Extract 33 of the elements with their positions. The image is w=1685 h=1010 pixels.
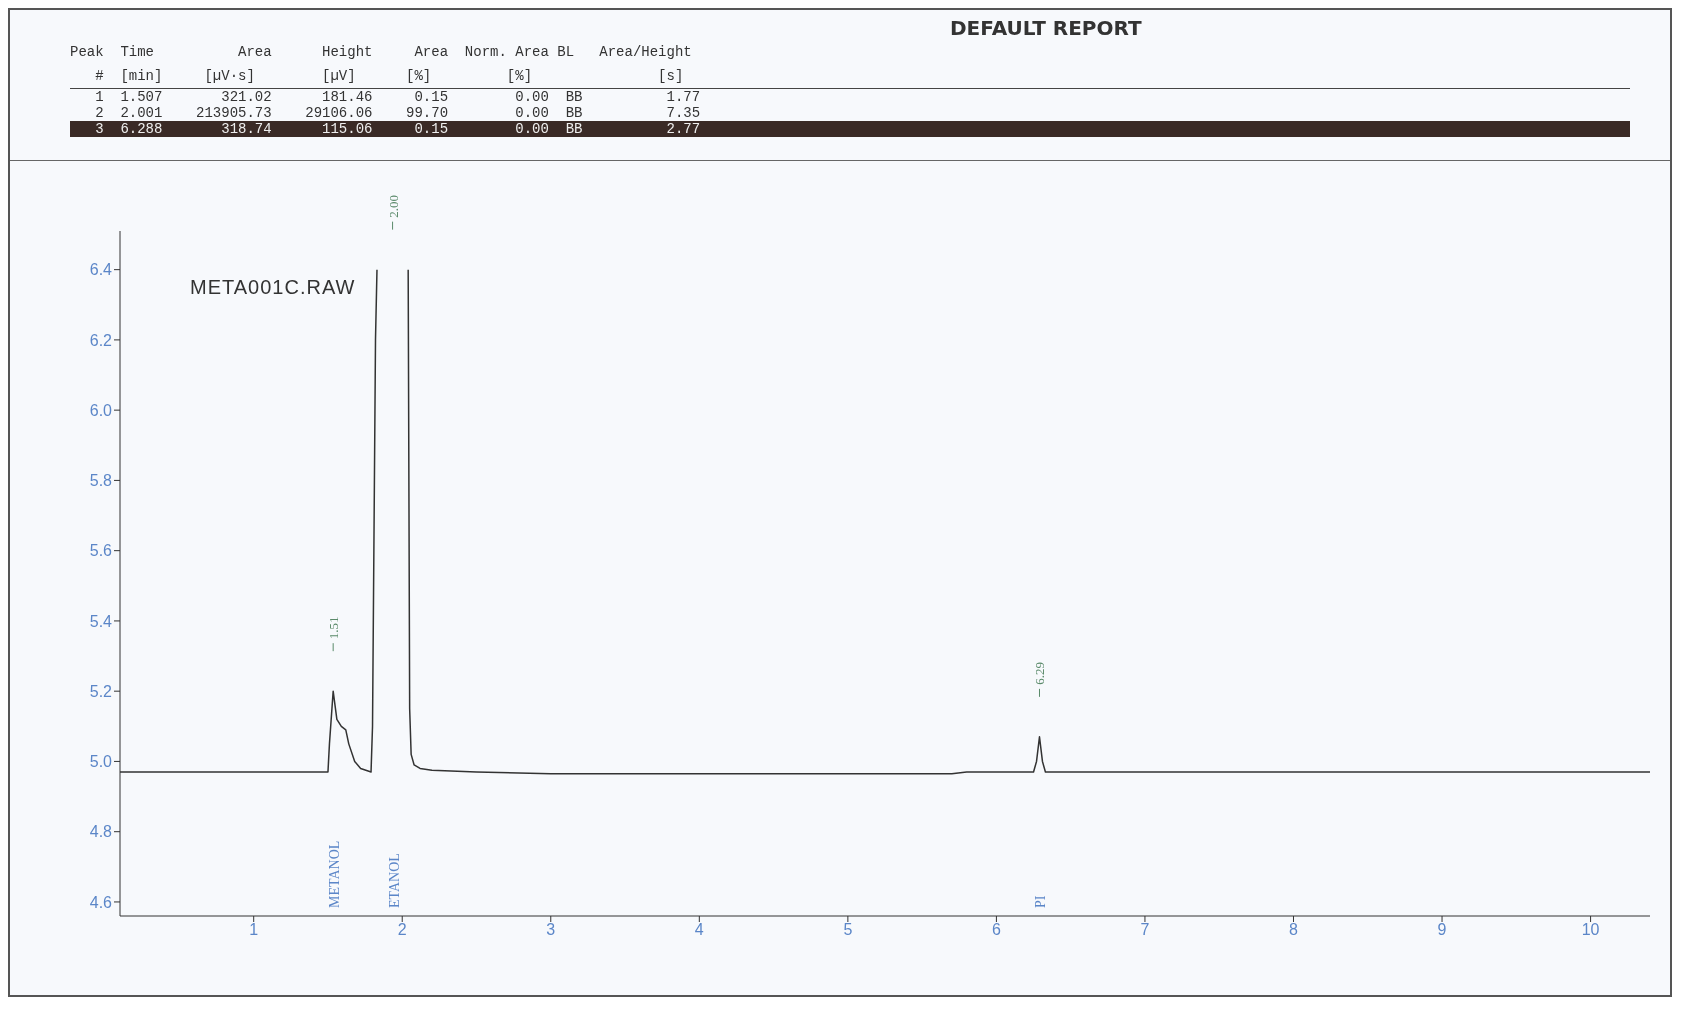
text: 1 1.507 321.02 181.46 0.15 0.00 BB 1.77 bbox=[70, 88, 1630, 105]
y-tick-label: 5.4 bbox=[89, 612, 113, 630]
y-tick-label: 5.8 bbox=[89, 472, 113, 490]
x-tick-label: 7 bbox=[1140, 921, 1150, 939]
x-tick-label: 1 bbox=[249, 921, 259, 939]
chart-title: DEFAULT REPORT bbox=[950, 16, 1142, 40]
x-tick-label: 6 bbox=[991, 921, 1001, 939]
text: Peak Time Area Height Area Norm. Area BL Area/Height bbox=[70, 43, 693, 62]
y-tick-label: 6.0 bbox=[89, 401, 113, 419]
x-tick-label: 9 bbox=[1437, 921, 1447, 939]
x-tick-label: 8 bbox=[1289, 921, 1299, 939]
x-tick-label: 4 bbox=[694, 921, 704, 939]
x-tick-label: 3 bbox=[546, 921, 556, 939]
y-tick-label: 6.2 bbox=[89, 331, 113, 349]
text: 2.00 bbox=[385, 194, 401, 218]
annotation: META001C.RAW bbox=[190, 276, 356, 299]
x-tick-label: 2 bbox=[397, 921, 407, 939]
x-tick-label: 5 bbox=[843, 921, 853, 939]
y-tick-label: 5.2 bbox=[89, 682, 113, 700]
annotation: PI bbox=[1033, 895, 1049, 908]
y-tick-label: 6.4 bbox=[89, 261, 113, 279]
annotation: 6.29 bbox=[1032, 662, 1048, 685]
x-tick-label: 10 bbox=[1581, 921, 1600, 939]
y-tick-label: 4.6 bbox=[89, 893, 113, 911]
y-tick-label: 5.6 bbox=[89, 542, 113, 560]
text: 3 6.288 318.74 115.06 0.15 0.00 BB 2.77 bbox=[70, 121, 1630, 137]
annotation: 1.51 bbox=[326, 616, 342, 640]
annotation: METANOL bbox=[327, 840, 343, 908]
annotation: ETANOL bbox=[386, 853, 402, 908]
y-tick-label: 5.0 bbox=[89, 753, 113, 771]
text: 2 2.001 213905.73 29106.06 99.70 0.00 BB 7.35 bbox=[94, 105, 702, 121]
text: # [min] [µV·s] [µV] [%] [%] [s] bbox=[94, 67, 685, 86]
y-tick-label: 4.8 bbox=[89, 823, 113, 841]
